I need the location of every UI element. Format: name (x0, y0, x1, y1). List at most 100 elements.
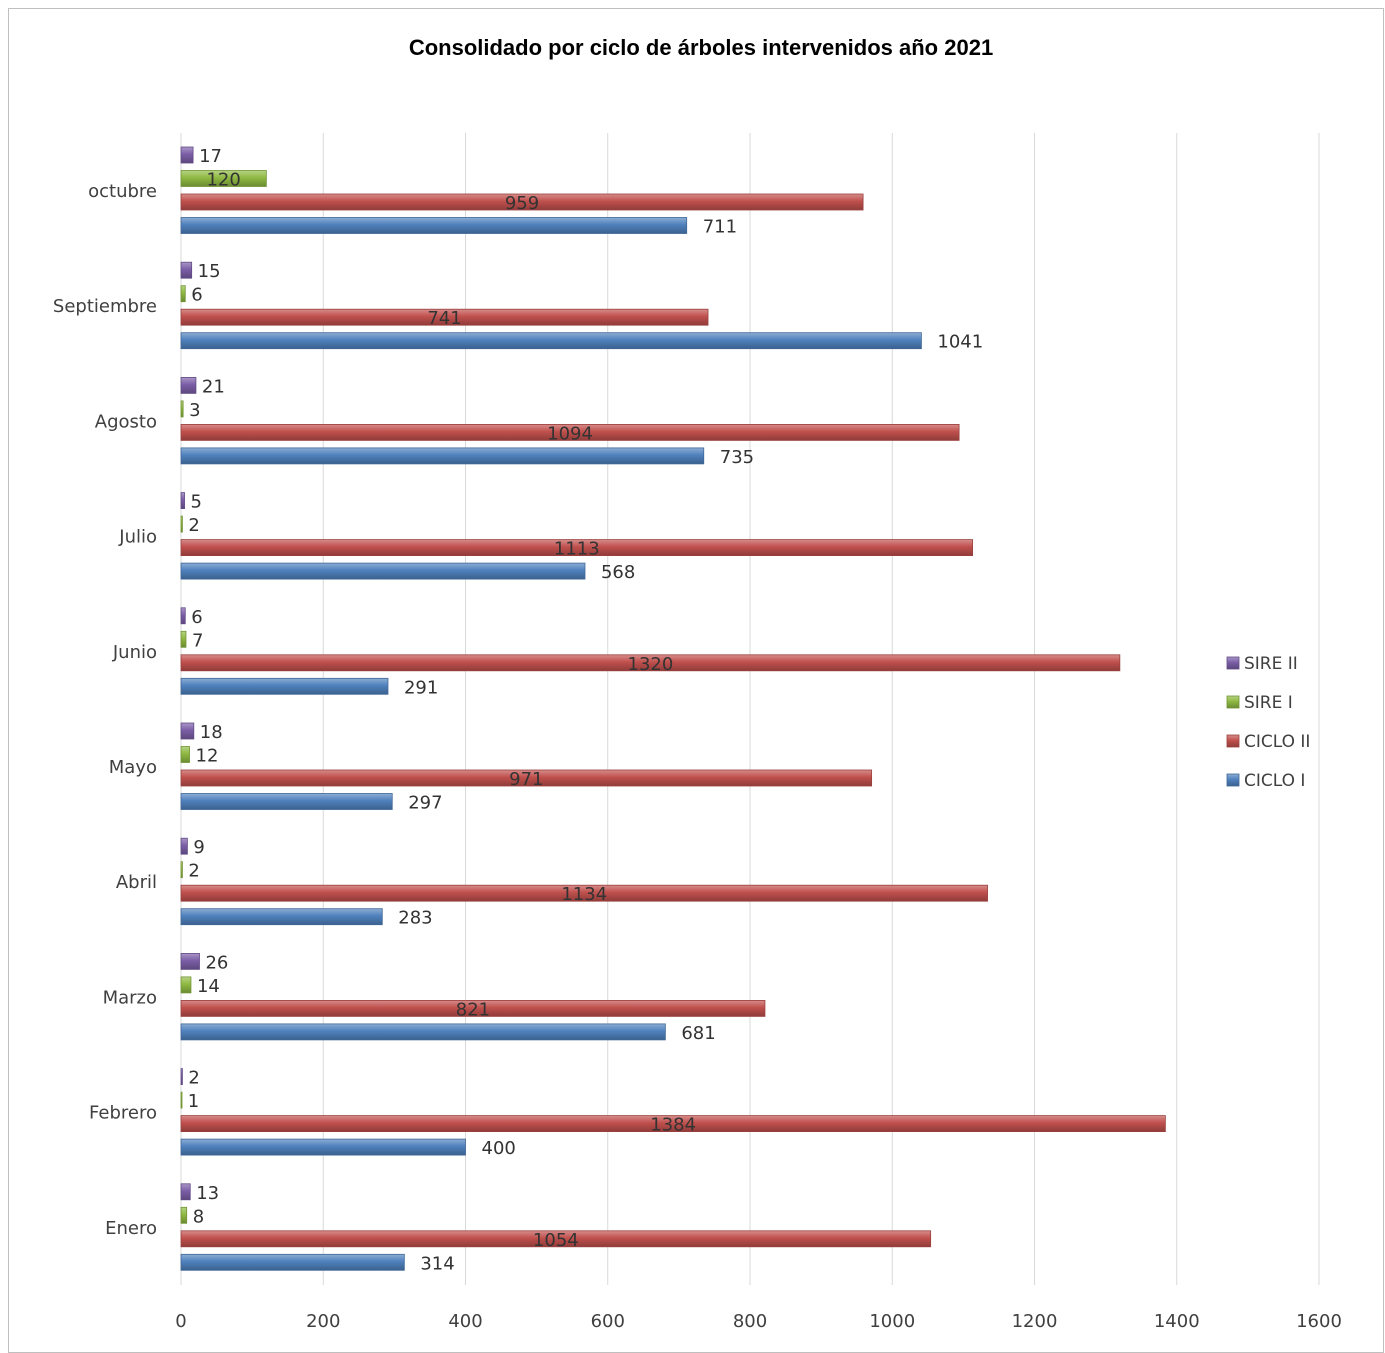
bar (180, 1000, 766, 1017)
data-label: 26 (205, 952, 228, 973)
data-label: 1 (188, 1091, 199, 1112)
bar (180, 308, 709, 326)
data-label: 14 (197, 976, 220, 997)
category-label: Mayo (109, 757, 157, 778)
data-label: 400 (482, 1138, 516, 1159)
bar (180, 976, 192, 994)
bar (180, 1206, 188, 1224)
data-label: 568 (601, 562, 635, 583)
x-tick-label: 200 (306, 1311, 340, 1332)
bar (180, 423, 960, 441)
bar (180, 1091, 183, 1109)
bar (180, 607, 186, 625)
legend-swatch (1226, 773, 1240, 787)
bar (180, 793, 393, 810)
bar (180, 654, 1121, 672)
legend-label: SIRE II (1244, 654, 1298, 674)
data-label: 971 (509, 769, 543, 790)
x-tick-label: 1400 (1154, 1311, 1200, 1332)
legend-label: CICLO II (1244, 732, 1310, 752)
data-label: 1384 (650, 1115, 696, 1136)
chart-title: Consolidado por ciclo de árboles interve… (409, 35, 993, 60)
data-label: 1134 (561, 884, 607, 905)
data-label: 821 (456, 999, 490, 1020)
data-label: 5 (191, 492, 202, 513)
bar (180, 217, 688, 234)
x-axis-ticks: 0 200 400 600 800 1000 1200 1400 1600 (175, 1311, 1342, 1332)
category-label: Agosto (95, 411, 157, 432)
bar (180, 400, 184, 418)
data-label: 1320 (628, 654, 674, 675)
legend-label: SIRE I (1244, 693, 1293, 713)
category-label: Julio (118, 527, 157, 548)
bars (180, 146, 1166, 1271)
bar (180, 515, 183, 533)
data-label: 3 (189, 400, 200, 421)
legend-label: CICLO I (1244, 771, 1305, 791)
data-label: 1054 (533, 1230, 579, 1251)
data-label: 959 (505, 193, 539, 214)
category-label: Enero (105, 1218, 157, 1239)
data-label: 21 (202, 376, 225, 397)
category-label: Marzo (103, 987, 157, 1008)
data-label: 120 (206, 170, 240, 191)
chart-svg: Consolidado por ciclo de árboles interve… (53, 35, 1342, 1332)
data-label: 6 (191, 607, 202, 628)
bar (180, 1253, 405, 1271)
data-label: 314 (420, 1253, 454, 1274)
bar (180, 722, 195, 740)
bar (180, 746, 190, 763)
bar (180, 861, 183, 879)
category-label: Septiembre (53, 296, 157, 317)
legend: SIRE II SIRE I CICLO II CICLO I (1226, 654, 1310, 791)
bar (180, 630, 187, 648)
data-label: 6 (191, 285, 202, 306)
data-labels: 1712095971115674110412131094735521113568… (188, 146, 984, 1274)
x-tick-label: 0 (175, 1311, 186, 1332)
data-label: 2 (188, 515, 199, 536)
bar (180, 1115, 1166, 1132)
bar (180, 1023, 666, 1041)
data-label: 681 (681, 1023, 715, 1044)
x-tick-label: 1000 (869, 1311, 915, 1332)
data-label: 297 (408, 793, 442, 814)
x-tick-label: 1600 (1296, 1311, 1342, 1332)
gridlines (180, 133, 1320, 1285)
bar (180, 332, 922, 350)
data-label: 17 (199, 146, 222, 167)
data-label: 291 (404, 677, 438, 698)
x-tick-label: 400 (448, 1311, 482, 1332)
bar (180, 953, 200, 970)
bar (180, 261, 193, 279)
bar (180, 146, 194, 164)
data-label: 18 (200, 722, 223, 743)
legend-swatch (1226, 695, 1240, 709)
bar (180, 1138, 466, 1156)
bar (180, 677, 389, 695)
category-labels: octubre Septiembre Agosto Julio Junio Mayo Abr… (53, 181, 157, 1239)
bar (180, 1230, 932, 1248)
data-label: 283 (398, 908, 432, 929)
data-label: 2 (188, 1068, 199, 1089)
x-tick-label: 600 (591, 1311, 625, 1332)
bar (180, 492, 185, 510)
bar (180, 376, 197, 394)
data-label: 1041 (937, 332, 983, 353)
bar (180, 447, 705, 465)
data-label: 711 (703, 217, 737, 238)
data-label: 12 (196, 746, 219, 767)
x-tick-label: 1200 (1012, 1311, 1058, 1332)
data-label: 741 (427, 308, 461, 329)
category-label: octubre (88, 181, 157, 202)
bar (180, 908, 383, 926)
data-label: 8 (193, 1206, 204, 1227)
bar (180, 884, 988, 902)
bar (180, 769, 873, 787)
data-label: 1094 (547, 423, 593, 444)
bar (180, 193, 864, 211)
data-label: 735 (720, 447, 754, 468)
bar (180, 562, 586, 580)
bar (180, 1183, 191, 1201)
category-label: Febrero (89, 1103, 157, 1124)
legend-swatch (1226, 734, 1240, 748)
